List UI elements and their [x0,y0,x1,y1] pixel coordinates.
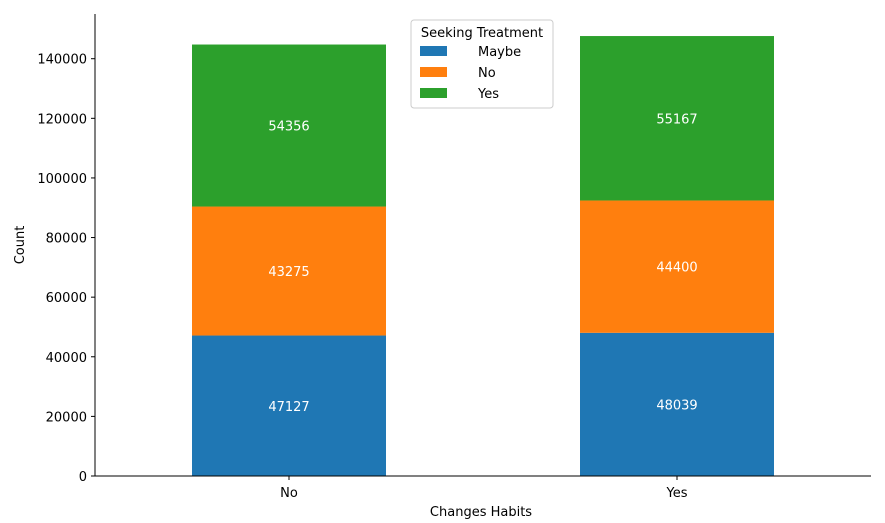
bars-layer: 47127 43275 54356 48039 44400 55167 [192,36,774,476]
bar-no-no [192,206,386,336]
axes-layer: 0 20000 40000 60000 80000 100000 120000 140000 N… [37,14,871,501]
bar-maybe-yes [580,332,774,476]
bar-value-label: 55167 [656,112,697,127]
bar-maybe-no [192,335,386,476]
y-tick-label: 140000 [37,53,87,68]
bar-value-label: 54356 [268,120,309,135]
y-tick-label: 80000 [46,232,87,247]
legend-swatch-maybe [420,46,447,56]
legend-swatch-yes [420,88,447,98]
legend-label-maybe: Maybe [478,45,521,60]
y-tick-label: 0 [79,470,87,485]
legend-label-no: No [478,66,496,81]
y-tick-label: 100000 [37,172,87,187]
y-tick-label: 120000 [37,112,87,127]
legend-swatch-no [420,67,447,77]
bar-value-label: 43275 [268,265,309,280]
bar-value-label: 47127 [268,400,309,415]
legend: Seeking Treatment Maybe No Yes [410,19,554,109]
legend-items: Maybe No Yes [420,45,521,102]
bar-value-label: 44400 [656,261,697,276]
legend-label-yes: Yes [477,87,499,102]
x-axis-title: Changes Habits [430,505,532,520]
x-tick-label: No [280,486,298,501]
y-tick-label: 60000 [46,291,87,306]
bar-value-label: 48039 [656,398,697,413]
bar-no-yes [580,200,774,333]
bar-yes-yes [580,36,774,201]
y-tick-label: 20000 [46,410,87,425]
legend-frame [410,19,554,109]
x-tick-label: Yes [666,486,688,501]
y-tick-label: 40000 [46,351,87,366]
legend-title: Seeking Treatment [421,26,543,41]
bar-yes-no [192,44,386,207]
y-axis-title: Count [13,226,28,265]
